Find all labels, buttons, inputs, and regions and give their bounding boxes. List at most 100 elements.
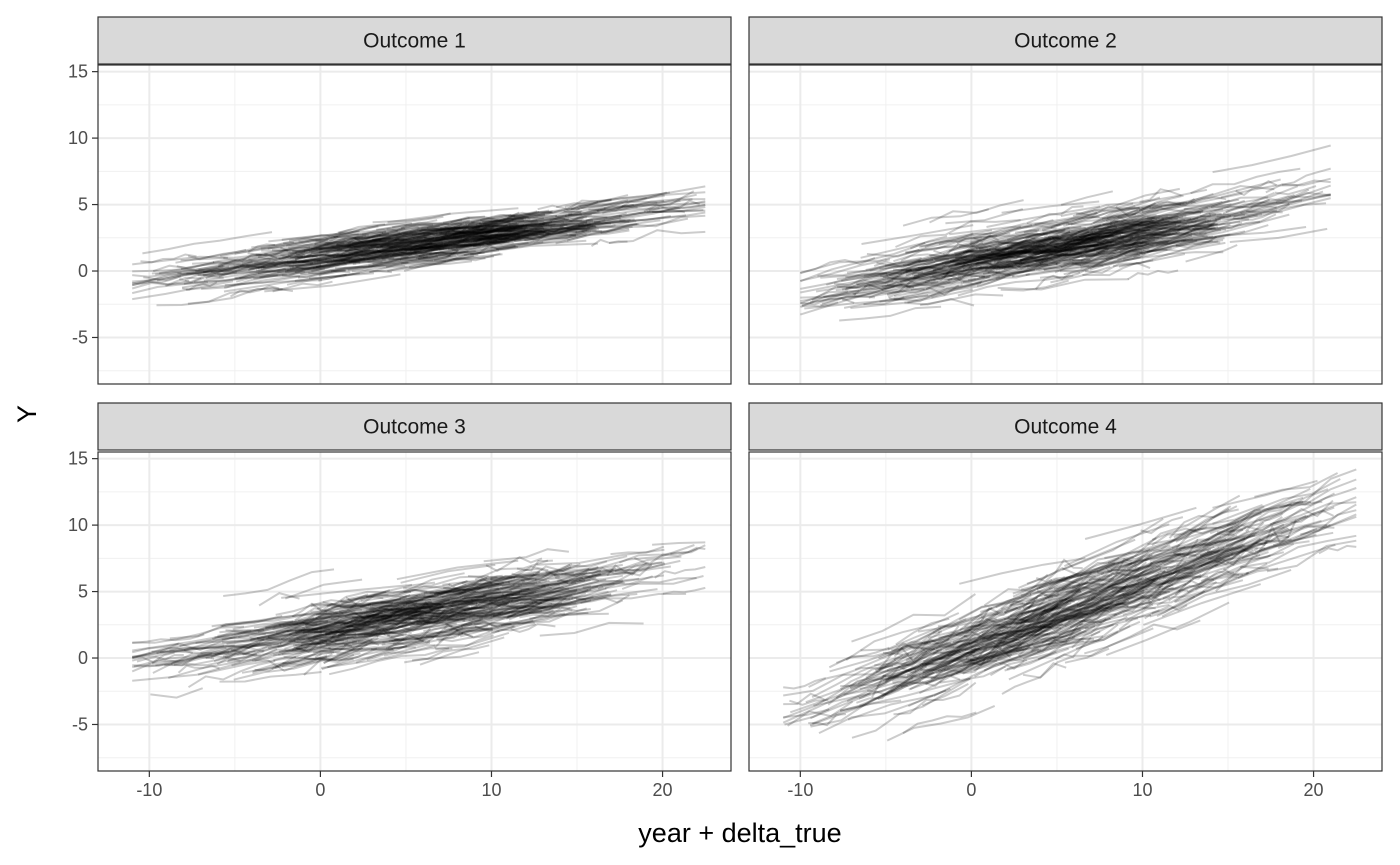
trajectory <box>474 223 537 239</box>
trajectory <box>131 634 250 659</box>
trajectory <box>382 625 500 646</box>
trajectory <box>800 274 889 294</box>
trajectory <box>465 229 559 242</box>
trajectory <box>1075 223 1212 247</box>
trajectory <box>563 199 629 212</box>
trajectory <box>132 280 234 301</box>
trajectory <box>1079 235 1214 267</box>
trajectory <box>1009 556 1134 607</box>
trajectory <box>1210 191 1275 209</box>
trajectory <box>472 233 587 248</box>
trajectory <box>380 609 417 623</box>
trajectory <box>1097 231 1147 243</box>
trajectory <box>387 254 475 273</box>
trajectory <box>182 281 218 291</box>
trajectory <box>1069 236 1156 254</box>
trajectory <box>411 599 519 618</box>
trajectory <box>1138 184 1275 211</box>
trajectory <box>151 650 230 655</box>
trajectory <box>569 219 661 237</box>
trajectory <box>324 623 368 641</box>
trajectory <box>1137 544 1246 584</box>
trajectory <box>360 605 433 620</box>
trajectory <box>1064 240 1117 253</box>
trajectory <box>1204 506 1335 547</box>
trajectory <box>326 615 449 634</box>
trajectory <box>415 250 458 260</box>
trajectory <box>449 597 567 618</box>
trajectory <box>1123 552 1234 599</box>
trajectory <box>920 602 1024 656</box>
trajectory <box>401 592 521 621</box>
trajectory <box>1300 509 1357 536</box>
trajectory <box>905 234 998 254</box>
trajectory <box>1124 240 1221 257</box>
trajectory <box>131 647 193 660</box>
trajectory <box>317 258 401 264</box>
trajectory <box>490 218 568 232</box>
trajectory <box>1085 213 1217 241</box>
major-gridlines <box>98 65 731 384</box>
trajectory <box>1119 560 1225 599</box>
trajectory <box>418 249 459 260</box>
trajectory <box>467 214 516 226</box>
trajectory <box>467 574 503 579</box>
trajectory <box>1088 550 1149 582</box>
trajectory <box>1068 205 1136 226</box>
trajectory <box>566 220 637 228</box>
trajectory <box>1188 526 1285 559</box>
trajectory <box>983 660 1025 672</box>
trajectory <box>980 248 1073 269</box>
trajectory <box>354 232 390 241</box>
trajectory <box>450 227 528 240</box>
trajectory <box>919 293 1004 307</box>
trajectory <box>452 601 543 617</box>
trajectory <box>310 603 354 613</box>
trajectory <box>460 223 592 239</box>
trajectory <box>1037 587 1139 624</box>
trajectory <box>314 231 401 246</box>
trajectory <box>318 232 438 250</box>
trajectory <box>331 619 466 637</box>
trajectory <box>1272 524 1331 547</box>
trajectory <box>1011 236 1055 246</box>
trajectory <box>877 657 986 701</box>
trajectory <box>1063 523 1170 568</box>
trajectory <box>362 225 494 250</box>
trajectory <box>1146 241 1226 253</box>
trajectory <box>335 633 378 642</box>
trajectory <box>1179 537 1227 556</box>
panel-border <box>748 64 1383 385</box>
trajectory <box>524 229 589 242</box>
trajectory <box>333 610 418 624</box>
trajectory <box>1064 627 1154 664</box>
trajectory <box>841 272 975 302</box>
trajectory <box>395 227 466 240</box>
trajectory <box>286 231 387 247</box>
trajectory <box>1071 600 1151 639</box>
trajectory <box>131 651 175 664</box>
trajectory <box>336 639 380 656</box>
trajectory <box>841 254 962 282</box>
trajectory <box>363 613 471 637</box>
trajectory <box>1110 526 1247 572</box>
trajectory <box>912 259 989 279</box>
trajectory <box>214 629 265 639</box>
trajectory <box>480 211 552 221</box>
trajectory <box>289 616 385 641</box>
trajectory <box>450 595 508 613</box>
trajectory <box>247 246 311 258</box>
trajectory <box>445 591 576 618</box>
trajectory <box>390 591 521 616</box>
trajectory <box>570 563 666 585</box>
trajectory <box>131 281 208 295</box>
trajectory <box>410 233 538 245</box>
trajectory <box>425 630 491 639</box>
trajectory <box>1022 625 1131 661</box>
trajectory <box>1036 577 1084 598</box>
trajectory <box>568 559 681 581</box>
trajectory <box>946 266 1014 281</box>
trajectory <box>1191 532 1235 549</box>
trajectory <box>370 233 503 247</box>
